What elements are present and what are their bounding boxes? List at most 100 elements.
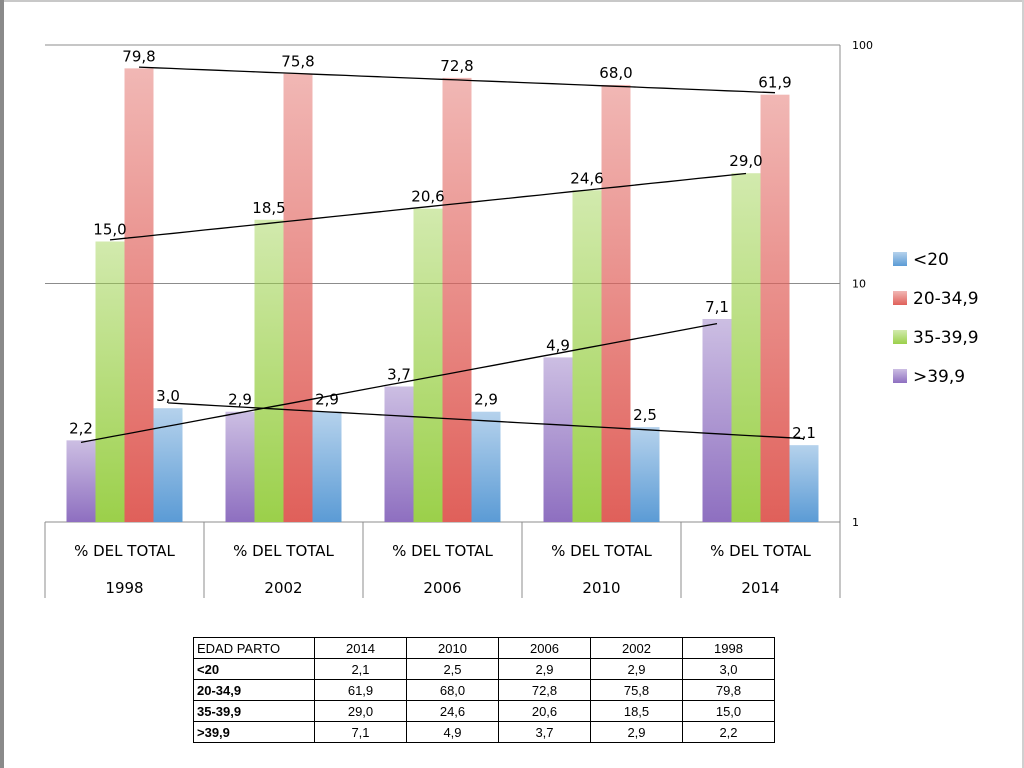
data-label: 29,0 xyxy=(729,152,762,170)
bar xyxy=(95,241,125,522)
table-header-cell: 2006 xyxy=(498,637,591,659)
bar xyxy=(384,386,414,522)
table-cell: 3,7 xyxy=(498,721,591,743)
bar xyxy=(413,208,443,522)
data-label: 75,8 xyxy=(281,53,314,71)
data-label: 2,5 xyxy=(633,406,657,424)
data-label: 2,2 xyxy=(69,419,93,437)
table-header-cell: 2002 xyxy=(590,637,683,659)
table-cell: 3,0 xyxy=(682,658,775,680)
bar xyxy=(153,408,183,522)
data-labels: 2,2 2,9 3,7 4,9 7,1 15,0 18,5 20,6 24,6 29,0 79,8 7… xyxy=(69,47,816,442)
category-label: % DEL TOTAL xyxy=(74,542,175,560)
category-year-label: 2014 xyxy=(741,579,779,597)
data-label: 2,1 xyxy=(792,424,816,442)
table-row: 20-34,9 61,9 68,0 72,8 75,8 79,8 xyxy=(193,679,775,701)
y-tick-label: 1 xyxy=(852,516,859,529)
table-cell: 2,9 xyxy=(498,658,591,680)
table-row-header: >39,9 xyxy=(193,721,315,743)
data-table: EDAD PARTO 2014 2010 2006 2002 1998 <20 … xyxy=(193,637,775,743)
category-label: % DEL TOTAL xyxy=(551,542,652,560)
trendline xyxy=(109,172,747,241)
table-cell: 75,8 xyxy=(590,679,683,701)
trendline xyxy=(80,322,718,444)
category-year-label: 1998 xyxy=(105,579,143,597)
category-label: % DEL TOTAL xyxy=(392,542,493,560)
bars xyxy=(66,68,819,523)
table-cell: 7,1 xyxy=(314,721,407,743)
data-label: 3,0 xyxy=(156,387,180,405)
table-header-cell: EDAD PARTO xyxy=(193,637,315,659)
sheet-top-edge xyxy=(0,0,1024,2)
category-year-label: 2006 xyxy=(423,579,461,597)
table-header-cell: 2010 xyxy=(406,637,499,659)
table-cell: 79,8 xyxy=(682,679,775,701)
sheet-right-edge xyxy=(1022,0,1024,768)
legend-label: >39,9 xyxy=(913,367,965,387)
age-group-bar-chart: 2,2 2,9 3,7 4,9 7,1 15,0 18,5 20,6 24,6 29,0 79,8 7… xyxy=(44,39,979,598)
y-tick-label: 100 xyxy=(852,39,873,52)
bar xyxy=(225,411,255,522)
sheet-left-edge xyxy=(0,0,4,768)
data-label: 15,0 xyxy=(93,221,126,239)
table-cell: 2,9 xyxy=(590,658,683,680)
trendline xyxy=(138,66,776,94)
bar xyxy=(312,411,342,522)
bar xyxy=(630,427,660,522)
bar xyxy=(124,68,154,522)
table-row-header: 35-39,9 xyxy=(193,700,315,722)
table-cell: 2,1 xyxy=(314,658,407,680)
table-row-header: 20-34,9 xyxy=(193,679,315,701)
bar xyxy=(789,445,819,522)
data-label: 7,1 xyxy=(705,298,729,316)
table-row-header: <20 xyxy=(193,658,315,680)
data-label: 4,9 xyxy=(546,336,570,354)
bar xyxy=(731,173,761,522)
bar xyxy=(760,94,790,523)
legend-swatch xyxy=(893,252,907,266)
legend-swatch xyxy=(893,369,907,383)
bar xyxy=(442,77,472,523)
legend-swatch xyxy=(893,330,907,344)
bar xyxy=(66,440,96,522)
bar xyxy=(543,357,573,522)
table-cell: 4,9 xyxy=(406,721,499,743)
legend-label: 20-34,9 xyxy=(913,289,979,309)
category-label: % DEL TOTAL xyxy=(710,542,811,560)
table-cell: 72,8 xyxy=(498,679,591,701)
table-header-row: EDAD PARTO 2014 2010 2006 2002 1998 xyxy=(193,637,775,659)
legend-label: <20 xyxy=(913,250,949,270)
legend-label: 35-39,9 xyxy=(913,328,979,348)
table-cell: 20,6 xyxy=(498,700,591,722)
data-label: 2,9 xyxy=(228,391,252,409)
table-header-cell: 1998 xyxy=(682,637,775,659)
category-label: % DEL TOTAL xyxy=(233,542,334,560)
table-cell: 18,5 xyxy=(590,700,683,722)
y-tick-label: 10 xyxy=(852,278,866,291)
table-row: >39,9 7,1 4,9 3,7 2,9 2,2 xyxy=(193,721,775,743)
data-label: 18,5 xyxy=(252,199,285,217)
bar xyxy=(601,84,631,522)
table-cell: 15,0 xyxy=(682,700,775,722)
category-year-label: 2010 xyxy=(582,579,620,597)
trendlines xyxy=(80,66,805,444)
bar xyxy=(283,73,313,523)
table-row: 35-39,9 29,0 24,6 20,6 18,5 15,0 xyxy=(193,700,775,722)
axes: 1 10 100 % DEL TOTAL 1998 % DEL TOTAL 2002 % DE… xyxy=(44,39,873,598)
table-row: <20 2,1 2,5 2,9 2,9 3,0 xyxy=(193,658,775,680)
table-cell: 68,0 xyxy=(406,679,499,701)
bar xyxy=(254,219,284,522)
data-label: 2,9 xyxy=(474,391,498,409)
data-label: 79,8 xyxy=(122,47,155,65)
table-cell: 61,9 xyxy=(314,679,407,701)
bar xyxy=(702,318,732,522)
data-label: 24,6 xyxy=(570,169,603,187)
table-cell: 2,9 xyxy=(590,721,683,743)
table-cell: 2,2 xyxy=(682,721,775,743)
bar xyxy=(572,190,602,523)
table-cell: 2,5 xyxy=(406,658,499,680)
table-cell: 24,6 xyxy=(406,700,499,722)
data-label: 2,9 xyxy=(315,391,339,409)
legend-swatch xyxy=(893,291,907,305)
table-header-cell: 2014 xyxy=(314,637,407,659)
